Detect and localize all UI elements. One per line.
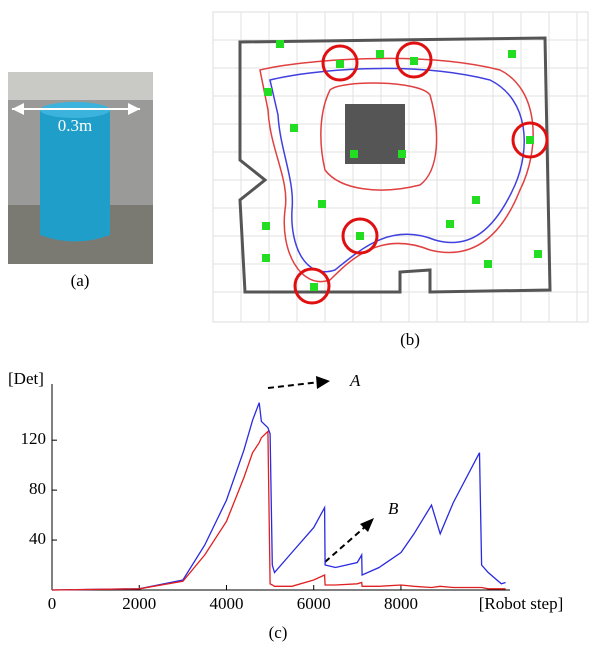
caption: (c)	[269, 623, 288, 642]
annotation-arrows	[268, 376, 374, 562]
map	[213, 12, 588, 322]
series-line	[52, 403, 506, 590]
y-axis-label: [Det]	[8, 369, 44, 388]
annotation: A	[349, 371, 361, 390]
x-tick-label: 6000	[297, 594, 331, 613]
x-tick-label: 8000	[384, 594, 418, 613]
x-tick-label: 4000	[209, 594, 243, 613]
caption: (b)	[400, 330, 420, 349]
caption: (a)	[71, 271, 90, 290]
x-tick-label: 2000	[122, 594, 156, 613]
figure: 0.3m (a) (b) [Det] [Robot step] (c) A B …	[0, 0, 594, 649]
series-line	[52, 431, 506, 590]
x-tick-label: 0	[48, 594, 57, 613]
x-axis-label: [Robot step]	[479, 594, 564, 613]
annotation: B	[388, 499, 399, 518]
photo: 0.3m	[8, 72, 153, 264]
y-tick-label: 120	[21, 429, 47, 448]
y-tick-label: 80	[29, 479, 46, 498]
y-tick-label: 40	[29, 529, 46, 548]
dimension-label: 0.3m	[58, 116, 92, 135]
